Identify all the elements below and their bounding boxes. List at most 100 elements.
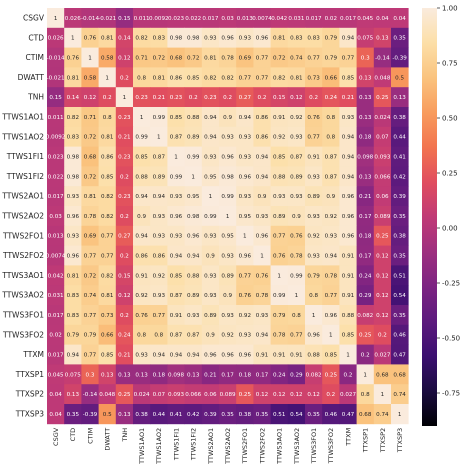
heatmap-cell	[305, 225, 323, 246]
cell-annotation: 0.2	[378, 333, 387, 339]
cell-annotation: 0.011	[134, 16, 150, 22]
cell-annotation: 0.93	[239, 135, 252, 141]
heatmap-cell	[167, 27, 185, 48]
cell-annotation: 0.017	[48, 194, 64, 200]
heatmap-cell	[133, 384, 151, 405]
cell-annotation: 0.94	[204, 135, 217, 141]
heatmap-cell	[201, 87, 220, 108]
cell-annotation: 0.017	[340, 16, 356, 22]
cell-annotation: 0.98	[170, 36, 183, 42]
heatmap-cell	[133, 8, 151, 29]
cell-annotation: 0.3	[86, 372, 95, 378]
heatmap-cell	[236, 265, 254, 286]
cell-annotation: 0.94	[239, 115, 252, 121]
cell-annotation: 0.81	[67, 75, 80, 81]
cell-annotation: 0.2	[120, 313, 129, 319]
cell-annotation: 0.79	[325, 36, 338, 42]
cell-annotation: 0.12	[376, 313, 388, 319]
heatmap-cell	[98, 146, 117, 167]
heatmap-cell	[167, 305, 185, 326]
cell-annotation: 0.96	[239, 353, 252, 359]
cell-annotation: 0.76	[273, 254, 286, 260]
cell-annotation: 0.031	[48, 293, 64, 299]
cell-annotation: 0.85	[342, 75, 355, 81]
cell-annotation: 0.82	[135, 36, 147, 42]
heatmap-cell	[81, 87, 99, 108]
cell-annotation: 0.89	[273, 214, 286, 220]
x-tick-label: CTIM	[86, 428, 94, 444]
cell-annotation: 0.86	[101, 155, 114, 161]
cell-annotation: 0.93	[153, 234, 166, 240]
cell-annotation: 0.87	[170, 293, 183, 299]
heatmap-cell	[287, 146, 306, 167]
colorbar-tick-label: 0.25	[442, 170, 458, 178]
cell-annotation: 0.93	[153, 293, 166, 299]
heatmap-cell	[391, 384, 409, 405]
heatmap-cell	[339, 245, 357, 266]
heatmap-cell	[219, 126, 237, 147]
heatmap-cell	[270, 27, 289, 48]
cell-annotation: 1	[363, 372, 367, 378]
cell-annotation: 0.94	[153, 194, 166, 200]
cell-annotation: 0.85	[325, 353, 338, 359]
cell-annotation: 0.91	[170, 313, 183, 319]
cell-annotation: 0.98	[67, 155, 80, 161]
heatmap-cell	[322, 245, 340, 266]
cell-annotation: 0.24	[118, 333, 131, 339]
heatmap-cell	[184, 404, 203, 425]
cell-annotation: 0.29	[290, 372, 303, 378]
cell-annotation: 0.83	[307, 36, 320, 42]
heatmap-cell	[64, 126, 82, 147]
cell-annotation: 0.93	[307, 214, 320, 220]
x-tick-label: TTWS2AO2	[224, 428, 232, 465]
cell-annotation: 0.35	[256, 412, 269, 418]
y-tick-label: TTWS2FO1	[2, 231, 44, 240]
y-tick-label: TTXSP1	[15, 370, 44, 379]
y-tick-label: TTWS1AO2	[1, 132, 44, 141]
heatmap-cell	[47, 384, 65, 405]
cell-annotation: 0.9	[292, 214, 301, 220]
cell-annotation: 0.27	[118, 234, 131, 240]
cell-annotation: 0.98	[187, 36, 200, 42]
heatmap-cell	[184, 324, 203, 345]
heatmap-cell	[201, 67, 220, 88]
heatmap-cell	[184, 87, 203, 108]
heatmap-cell	[270, 166, 289, 187]
heatmap-cell	[64, 225, 82, 246]
cell-annotation: 0.88	[187, 273, 200, 279]
heatmap-cell	[236, 186, 254, 207]
heatmap-cell	[184, 344, 203, 365]
heatmap-cell	[270, 126, 289, 147]
cell-annotation: 0.13	[393, 95, 406, 101]
cell-annotation: 0.13	[359, 115, 372, 121]
heatmap-cell	[64, 27, 82, 48]
cell-annotation: 0.93	[187, 313, 200, 319]
heatmap-cell	[98, 67, 117, 88]
heatmap-cell	[253, 384, 271, 405]
heatmap-cell	[219, 206, 237, 227]
cell-annotation: 0.042	[271, 16, 287, 22]
heatmap-cell	[47, 324, 65, 345]
heatmap-cell	[219, 27, 237, 48]
heatmap-cell	[391, 27, 409, 48]
cell-annotation: 0.99	[204, 214, 217, 220]
heatmap-cell	[236, 87, 254, 108]
heatmap-cell	[133, 126, 151, 147]
cell-annotation: 0.3	[361, 56, 370, 62]
cell-annotation: 0.77	[101, 234, 114, 240]
cell-annotation: 0.15	[49, 95, 62, 101]
heatmap-cell	[391, 404, 409, 425]
cell-annotation: 0.8	[361, 392, 370, 398]
heatmap-cell	[201, 8, 220, 29]
heatmap-cell	[253, 344, 271, 365]
cell-annotation: 0.35	[393, 313, 406, 319]
heatmap-cell	[373, 285, 392, 306]
cell-annotation: 0.99	[135, 135, 148, 141]
heatmap-cell	[373, 265, 392, 286]
heatmap-cell	[287, 27, 306, 48]
heatmap-cell	[98, 305, 117, 326]
cell-annotation: 0.94	[135, 194, 148, 200]
heatmap-cell	[373, 126, 392, 147]
cell-annotation: 0.25	[359, 333, 372, 339]
heatmap-cell	[305, 186, 323, 207]
